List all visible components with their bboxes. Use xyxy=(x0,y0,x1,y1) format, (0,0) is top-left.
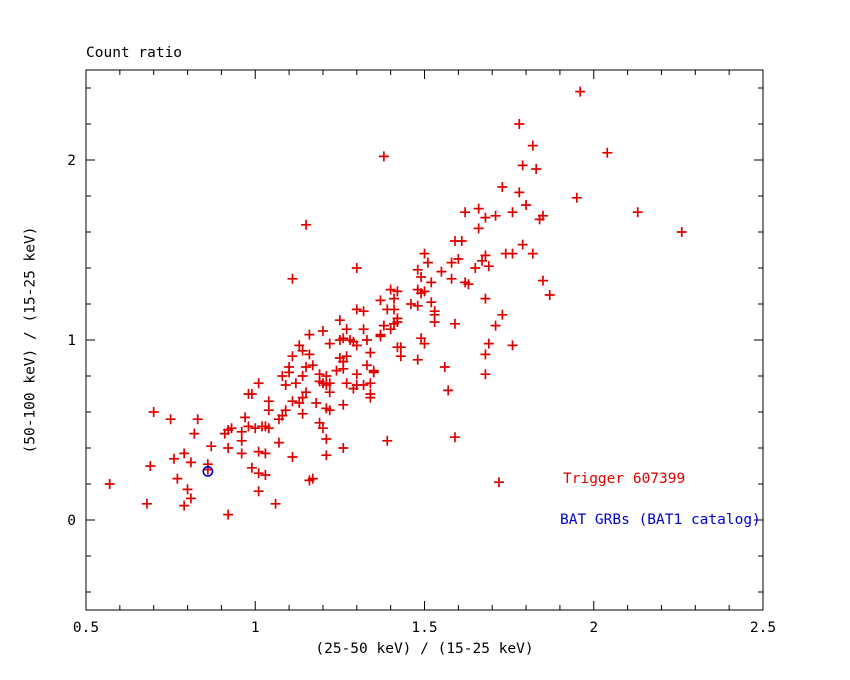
svg-text:2: 2 xyxy=(67,153,76,169)
x-axis-label: (25-50 keV) / (15-25 keV) xyxy=(315,641,534,657)
svg-text:2: 2 xyxy=(589,620,598,636)
legend-bat-grbs-label: BAT GRBs (BAT1 catalog) xyxy=(560,512,761,528)
chart-title: Count ratio xyxy=(86,45,183,61)
y-axis-label: (50-100 keV) / (15-25 keV) xyxy=(22,226,39,454)
svg-text:0: 0 xyxy=(67,513,76,529)
svg-text:0.5: 0.5 xyxy=(73,620,99,636)
svg-text:1.5: 1.5 xyxy=(411,620,437,636)
svg-text:2.5: 2.5 xyxy=(750,620,776,636)
svg-text:1: 1 xyxy=(251,620,260,636)
svg-text:1: 1 xyxy=(67,333,76,349)
legend-trigger-label: Trigger 607399 xyxy=(563,471,686,487)
